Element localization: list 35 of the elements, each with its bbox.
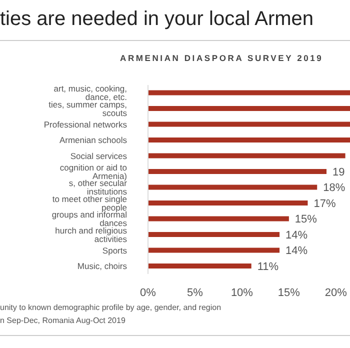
bar <box>148 153 346 158</box>
text: n Sep-Dec, Romania Aug-Oct 2019 <box>0 316 126 325</box>
bar <box>148 200 308 206</box>
chart-title: ties are needed in your local Armen <box>0 8 314 31</box>
y-tick-label: Armenian schools <box>59 135 127 146</box>
bar <box>148 184 318 190</box>
bar <box>148 248 280 253</box>
bar <box>148 216 289 222</box>
bar <box>148 232 280 237</box>
data-label: 14% <box>286 245 308 258</box>
bar <box>148 90 350 96</box>
bar <box>148 106 350 111</box>
y-tick-label: Music, choirs <box>77 261 127 272</box>
data-label: 19 <box>332 166 345 178</box>
y-tick-label: Sports <box>102 245 127 256</box>
data-label: 11% <box>257 260 279 273</box>
y-tick-label: cognition or aid to Armenia) <box>60 162 128 181</box>
chart-subtitle: ARMENIAN DIASPORA SURVEY 2019 <box>120 53 324 63</box>
bar <box>148 263 252 268</box>
data-label: 17% <box>314 198 336 210</box>
x-tick-label: 0% <box>140 286 156 299</box>
x-tick-label: 20% <box>324 286 348 299</box>
x-tick-label: 15% <box>278 286 300 299</box>
y-tick-label: Social services <box>70 150 127 161</box>
bar <box>148 122 350 127</box>
x-tick-label: 10% <box>230 286 254 299</box>
y-tick-label: art, music, cooking, dance, etc. <box>54 84 127 102</box>
bar <box>148 168 327 174</box>
x-tick-label: 5% <box>187 286 204 299</box>
y-tick-label: Professional networks <box>44 119 127 130</box>
text: unity to known demographic profile by age, gender, and region <box>0 303 222 312</box>
data-label: 14% <box>286 229 308 242</box>
data-label: 15% <box>294 214 318 226</box>
bar <box>148 137 350 142</box>
data-label: 18% <box>323 182 346 194</box>
